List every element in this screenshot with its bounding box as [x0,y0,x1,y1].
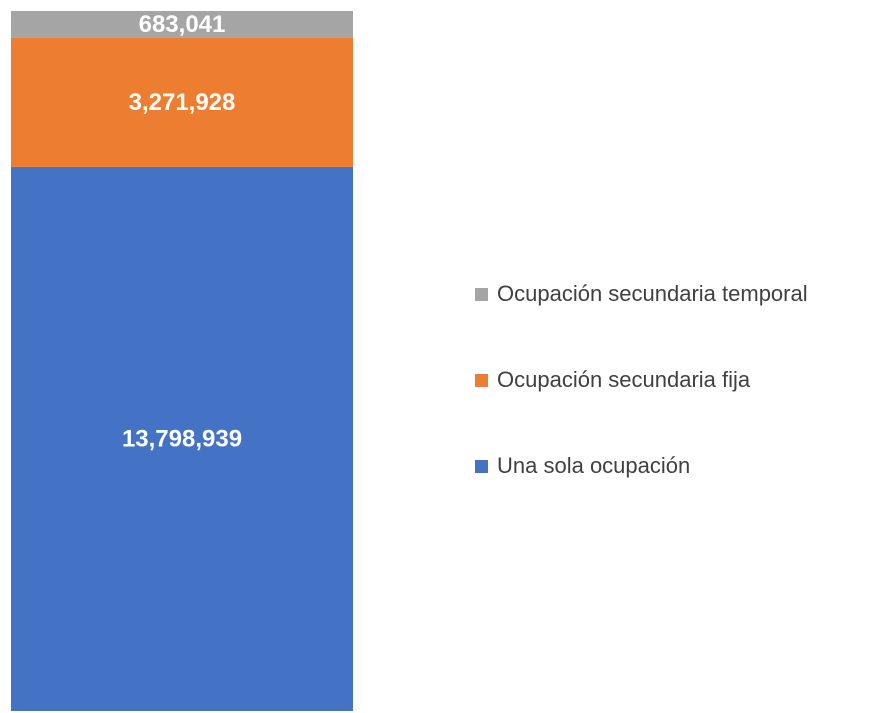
data-label: 3,271,928 [129,89,236,116]
legend-swatch [475,288,488,301]
legend-label: Ocupación secundaria temporal [497,281,808,306]
bar-segment [11,166,353,711]
bar-segment [11,37,353,167]
legend-swatch [475,460,488,473]
bar-segment [11,11,353,38]
legend-swatch [475,374,488,387]
legend-label: Ocupación secundaria fija [497,367,751,392]
data-label: 13,798,939 [122,425,242,452]
data-label: 683,041 [139,11,226,38]
legend-label: Una sola ocupación [497,453,690,478]
